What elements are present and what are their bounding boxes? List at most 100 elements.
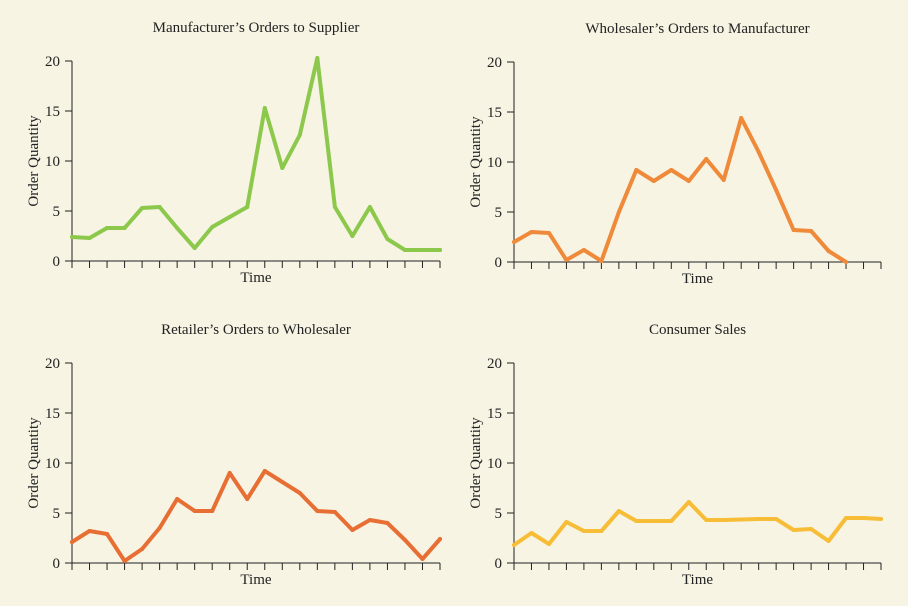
data-point bbox=[791, 228, 796, 232]
y-axis-label: Order Quantity bbox=[468, 116, 484, 208]
y-tick-label: 5 bbox=[53, 204, 61, 220]
data-point bbox=[420, 557, 425, 561]
data-point bbox=[634, 168, 639, 172]
data-point bbox=[122, 226, 127, 230]
data-point bbox=[332, 510, 337, 514]
data-point bbox=[616, 509, 621, 513]
data-point bbox=[512, 543, 516, 547]
chart-title: Wholesaler’s Orders to Manufacturer bbox=[585, 21, 809, 37]
y-tick-label: 10 bbox=[45, 154, 60, 170]
data-point bbox=[756, 517, 761, 521]
y-tick-label: 15 bbox=[487, 406, 502, 422]
data-point bbox=[262, 469, 267, 473]
data-point bbox=[616, 210, 621, 214]
data-point bbox=[651, 519, 656, 523]
data-point bbox=[385, 237, 390, 241]
data-point bbox=[420, 248, 425, 252]
y-tick-label: 10 bbox=[487, 456, 502, 472]
y-tick-label: 5 bbox=[495, 506, 503, 522]
y-tick-label: 20 bbox=[45, 356, 60, 372]
data-point bbox=[809, 229, 814, 233]
y-tick-label: 10 bbox=[487, 155, 502, 171]
data-point bbox=[87, 236, 92, 240]
y-tick-label: 20 bbox=[487, 356, 502, 372]
data-point bbox=[122, 559, 127, 563]
data-point bbox=[861, 516, 866, 520]
data-point bbox=[315, 509, 320, 513]
series-line bbox=[512, 500, 883, 547]
y-tick-label: 20 bbox=[487, 55, 502, 71]
data-point bbox=[756, 150, 761, 154]
data-point bbox=[210, 509, 215, 513]
y-tick-label: 10 bbox=[45, 456, 60, 472]
data-point bbox=[402, 538, 407, 542]
series-line bbox=[512, 116, 848, 264]
data-point bbox=[192, 509, 197, 513]
data-point bbox=[105, 532, 110, 536]
data-point bbox=[844, 516, 849, 520]
data-point bbox=[686, 500, 691, 504]
y-tick-label: 0 bbox=[495, 255, 503, 271]
data-point bbox=[297, 491, 302, 495]
chart-panel-1: Manufacturer’s Orders to Supplier 0 5 10 15 2… bbox=[26, 20, 442, 286]
y-axis-label: Order Quantity bbox=[468, 417, 484, 509]
data-point bbox=[227, 471, 232, 475]
data-point bbox=[175, 497, 180, 501]
y-tick-label: 0 bbox=[495, 556, 503, 572]
data-point bbox=[140, 547, 145, 551]
data-point bbox=[87, 529, 92, 533]
data-point bbox=[512, 240, 516, 244]
y-tick-label: 15 bbox=[487, 105, 502, 121]
data-point bbox=[245, 205, 250, 209]
data-point bbox=[332, 205, 337, 209]
data-point bbox=[809, 527, 814, 531]
data-point bbox=[826, 539, 831, 543]
data-point bbox=[739, 517, 744, 522]
chart-panel-3: Retailer’s Orders to Wholesaler 0 5 10 15 20 T… bbox=[26, 322, 442, 588]
chart-title: Manufacturer’s Orders to Supplier bbox=[153, 20, 360, 36]
data-point bbox=[350, 528, 355, 532]
chart-panel-4: Consumer Sales 0 5 10 15 20 Time Order Quantity bbox=[468, 322, 883, 588]
data-point bbox=[315, 56, 320, 60]
data-point bbox=[721, 178, 726, 182]
data-point bbox=[791, 528, 796, 532]
data-point bbox=[634, 519, 639, 523]
data-point bbox=[704, 157, 709, 161]
data-point bbox=[826, 249, 831, 253]
data-point bbox=[140, 206, 145, 210]
data-point bbox=[686, 179, 691, 183]
data-point bbox=[564, 520, 569, 524]
data-point bbox=[385, 521, 390, 525]
y-axis-label: Order Quantity bbox=[26, 115, 42, 207]
chart-panel-2: Wholesaler’s Orders to Manufacturer 0 5 10 1… bbox=[468, 21, 882, 287]
y-tick-label: 0 bbox=[53, 254, 61, 270]
series-line bbox=[70, 469, 442, 563]
data-point bbox=[280, 480, 285, 484]
data-point bbox=[157, 526, 162, 530]
data-point bbox=[105, 226, 110, 230]
data-point bbox=[581, 529, 586, 533]
x-axis-label: Time bbox=[240, 270, 271, 286]
y-tick-label: 20 bbox=[45, 54, 60, 70]
data-point bbox=[879, 517, 883, 521]
data-point bbox=[669, 168, 674, 172]
data-point bbox=[529, 230, 534, 234]
data-point bbox=[297, 133, 302, 137]
data-point bbox=[402, 248, 407, 252]
chart-title: Retailer’s Orders to Wholesaler bbox=[161, 322, 351, 338]
x-axis-label: Time bbox=[682, 271, 713, 287]
data-point bbox=[669, 519, 674, 523]
data-point bbox=[599, 259, 604, 263]
data-point bbox=[774, 188, 779, 192]
x-axis-label: Time bbox=[682, 572, 713, 588]
data-point bbox=[227, 215, 232, 219]
data-point bbox=[546, 542, 551, 546]
data-point bbox=[739, 116, 744, 120]
data-point bbox=[651, 179, 656, 183]
y-tick-label: 0 bbox=[53, 556, 61, 572]
y-axis-label: Order Quantity bbox=[26, 417, 42, 509]
data-point bbox=[844, 260, 849, 264]
x-axis-label: Time bbox=[240, 572, 271, 588]
series-line bbox=[70, 56, 442, 252]
